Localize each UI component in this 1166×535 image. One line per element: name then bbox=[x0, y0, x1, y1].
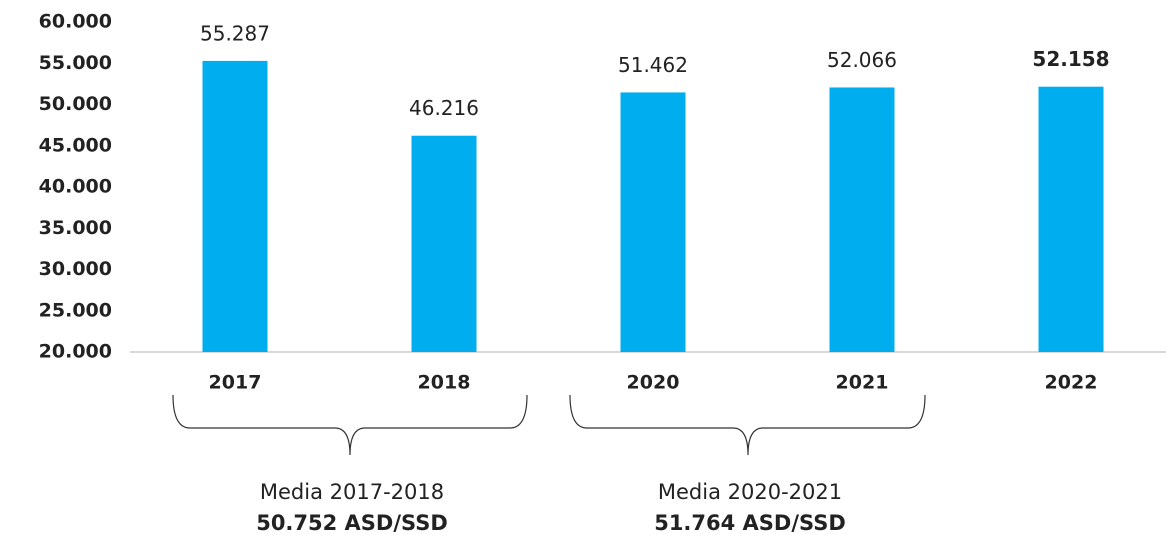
value-label: 55.287 bbox=[200, 21, 270, 45]
x-tick-label: 2017 bbox=[209, 372, 262, 394]
y-tick-label: 40.000 bbox=[39, 176, 112, 198]
value-label: 46.216 bbox=[409, 96, 479, 120]
bar bbox=[829, 87, 895, 352]
value-label: 52.066 bbox=[827, 48, 897, 72]
brace bbox=[569, 394, 926, 456]
bar bbox=[620, 92, 686, 352]
y-tick-label: 35.000 bbox=[39, 217, 112, 239]
annotation-value: 51.764 ASD/SSD bbox=[654, 511, 846, 535]
y-tick-label: 25.000 bbox=[39, 299, 112, 321]
bar bbox=[411, 135, 477, 352]
y-tick-label: 20.000 bbox=[39, 341, 112, 363]
annotation-value: 50.752 ASD/SSD bbox=[256, 511, 448, 535]
y-tick-label: 55.000 bbox=[39, 52, 112, 74]
y-tick-label: 30.000 bbox=[39, 258, 112, 280]
annotation-label: Media 2020-2021 bbox=[658, 480, 842, 504]
brace bbox=[172, 394, 528, 456]
value-label: 51.462 bbox=[618, 53, 688, 77]
y-tick-label: 45.000 bbox=[39, 134, 112, 156]
x-tick-label: 2018 bbox=[418, 372, 471, 394]
x-tick-label: 2020 bbox=[627, 372, 680, 394]
x-tick-label: 2021 bbox=[836, 372, 889, 394]
bar bbox=[1038, 86, 1104, 352]
y-tick-label: 50.000 bbox=[39, 93, 112, 115]
x-tick-label: 2022 bbox=[1045, 372, 1098, 394]
value-label: 52.158 bbox=[1032, 47, 1109, 71]
annotation-label: Media 2017-2018 bbox=[260, 480, 444, 504]
y-tick-label: 60.000 bbox=[39, 11, 112, 33]
bar bbox=[202, 60, 268, 352]
